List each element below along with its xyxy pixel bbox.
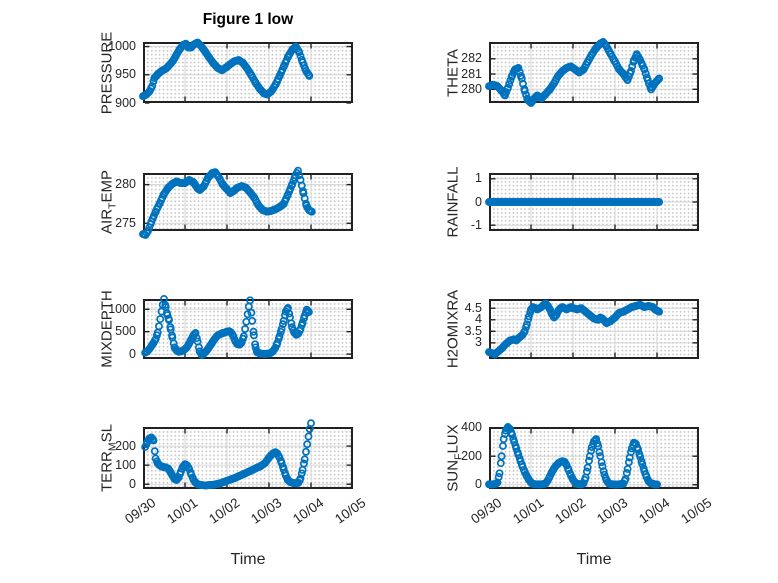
- terr_msl-y-axis-label-part: TERR: [98, 451, 116, 492]
- mixdepth-plot-area: [141, 295, 353, 359]
- sun_flux-data-series: [485, 423, 661, 489]
- rainfall-axis-ticks: [491, 175, 697, 229]
- sun_flux-xtick-10/02: 10/02: [552, 495, 589, 527]
- rainfall-ytick-1: 1: [475, 171, 482, 186]
- terr_msl-xtick-10/02: 10/02: [206, 495, 243, 527]
- sun_flux-xtick-09/30: 09/30: [468, 495, 505, 527]
- pressure-ytick-900: 900: [115, 95, 136, 110]
- terr_msl-y-axis-label-part: SL: [98, 424, 116, 443]
- mixdepth-y-axis-label: MIXDEPTH: [99, 290, 116, 368]
- air_temp-y-axis-label: AIRTEMP: [98, 170, 119, 234]
- pressure-major-grid: [144, 43, 352, 102]
- h2omixra-ytick-3.5: 3.5: [464, 323, 482, 338]
- terr_msl-xtick-10/05: 10/05: [332, 495, 369, 527]
- air_temp-y-axis-label-part: T: [106, 202, 118, 209]
- theta-ytick-280: 280: [461, 81, 482, 96]
- air_temp-axis-box: [143, 173, 353, 231]
- air_temp-data-series: [139, 166, 316, 239]
- terr_msl-ytick-100: 100: [115, 457, 136, 472]
- pressure-data-series: [139, 38, 314, 101]
- terr_msl-axis-box: [143, 427, 353, 489]
- pressure-y-axis-label-part: PRESSURE: [98, 31, 116, 114]
- sun_flux-ytick-400: 400: [461, 420, 482, 435]
- mixdepth-ytick-500: 500: [115, 324, 136, 339]
- terr_msl-ytick-0: 0: [129, 476, 136, 491]
- theta-ytick-281: 281: [461, 66, 482, 81]
- rainfall-ytick--1: -1: [470, 217, 482, 232]
- terr_msl-ytick-200: 200: [115, 438, 136, 453]
- sun_flux-ytick-0: 0: [475, 477, 482, 492]
- terr_msl-plot-area: [141, 419, 353, 490]
- sun_flux-axis-box: [489, 427, 699, 489]
- sun_flux-y-axis-label-part: SUN: [444, 459, 462, 492]
- sun_flux-xtick-10/01: 10/01: [510, 495, 547, 527]
- sun_flux-xtick-10/04: 10/04: [636, 495, 673, 527]
- h2omixra-major-grid: [490, 300, 698, 358]
- rainfall-data-series: [485, 198, 664, 206]
- mixdepth-ytick-1000: 1000: [108, 301, 136, 316]
- air_temp-ytick-280: 280: [115, 177, 136, 192]
- h2omixra-data-series: [485, 299, 664, 359]
- h2omixra-axis-box: [489, 299, 699, 359]
- pressure-y-axis-label: PRESSURE: [99, 31, 116, 114]
- air_temp-ytick-275: 275: [115, 215, 136, 230]
- theta-y-axis-label: THETA: [445, 48, 462, 96]
- mixdepth-data-series: [141, 295, 313, 359]
- h2omixra-plot-area: [485, 299, 699, 359]
- theta-data-series: [485, 38, 664, 107]
- rainfall-y-axis-label-part: RAINFALL: [444, 166, 462, 238]
- pressure-plot-area: [139, 38, 353, 104]
- theta-y-axis-label-part: THETA: [444, 48, 462, 97]
- mixdepth-axis-box: [143, 299, 353, 359]
- figure-title: Figure 1 low: [202, 11, 294, 28]
- h2omixra-ytick-4.5: 4.5: [464, 300, 482, 315]
- terr_msl-major-grid: [144, 428, 352, 488]
- terr_msl-xtick-10/01: 10/01: [164, 495, 201, 527]
- air_temp-y-axis-label-part: AIR: [98, 208, 116, 234]
- sun_flux-major-grid: [490, 428, 698, 488]
- x-axis-label-right: Time: [576, 551, 612, 568]
- mixdepth-y-axis-label-part: MIXDEPTH: [98, 290, 116, 368]
- theta-axis-box: [489, 42, 699, 103]
- rainfall-plot-area: [485, 173, 699, 231]
- sun_flux-y-axis-label: SUNFLUX: [444, 424, 465, 492]
- terr_msl-xtick-09/30: 09/30: [122, 495, 159, 527]
- terr_msl-y-axis-label-part: M: [106, 442, 118, 452]
- h2omixra-ytick-3: 3: [475, 335, 482, 350]
- sun_flux-ytick-200: 200: [461, 448, 482, 463]
- pressure-ytick-950: 950: [115, 67, 136, 82]
- rainfall-y-axis-label: RAINFALL: [445, 167, 462, 238]
- terr_msl-y-axis-label: TERRMSL: [98, 424, 119, 492]
- air_temp-plot-area: [139, 166, 353, 239]
- mixdepth-axis-ticks: [145, 301, 351, 357]
- sun_flux-xtick-10/05: 10/05: [678, 495, 715, 527]
- rainfall-ytick-0: 0: [475, 194, 482, 209]
- h2omixra-ytick-4: 4: [475, 312, 482, 327]
- terr_msl-data-series: [141, 419, 315, 490]
- sun_flux-plot-area: [485, 423, 699, 489]
- sun_flux-xtick-10/03: 10/03: [594, 495, 631, 527]
- terr_msl-xtick-10/04: 10/04: [290, 495, 327, 527]
- x-axis-label-left: Time: [230, 551, 266, 568]
- h2omixra-y-axis-label: H2OMIXRA: [445, 290, 462, 368]
- air_temp-y-axis-label-part: EMP: [98, 170, 116, 203]
- theta-plot-area: [485, 38, 699, 107]
- mixdepth-ytick-0: 0: [129, 346, 136, 361]
- sun_flux-y-axis-label-part: LUX: [444, 424, 462, 454]
- h2omixra-y-axis-label-part: H2OMIXRA: [444, 289, 462, 369]
- pressure-ytick-1000: 1000: [108, 39, 136, 54]
- pressure-axis-box: [143, 42, 353, 103]
- terr_msl-xtick-10/03: 10/03: [248, 495, 285, 527]
- theta-ytick-282: 282: [461, 51, 482, 66]
- sun_flux-y-axis-label-part: F: [452, 453, 464, 460]
